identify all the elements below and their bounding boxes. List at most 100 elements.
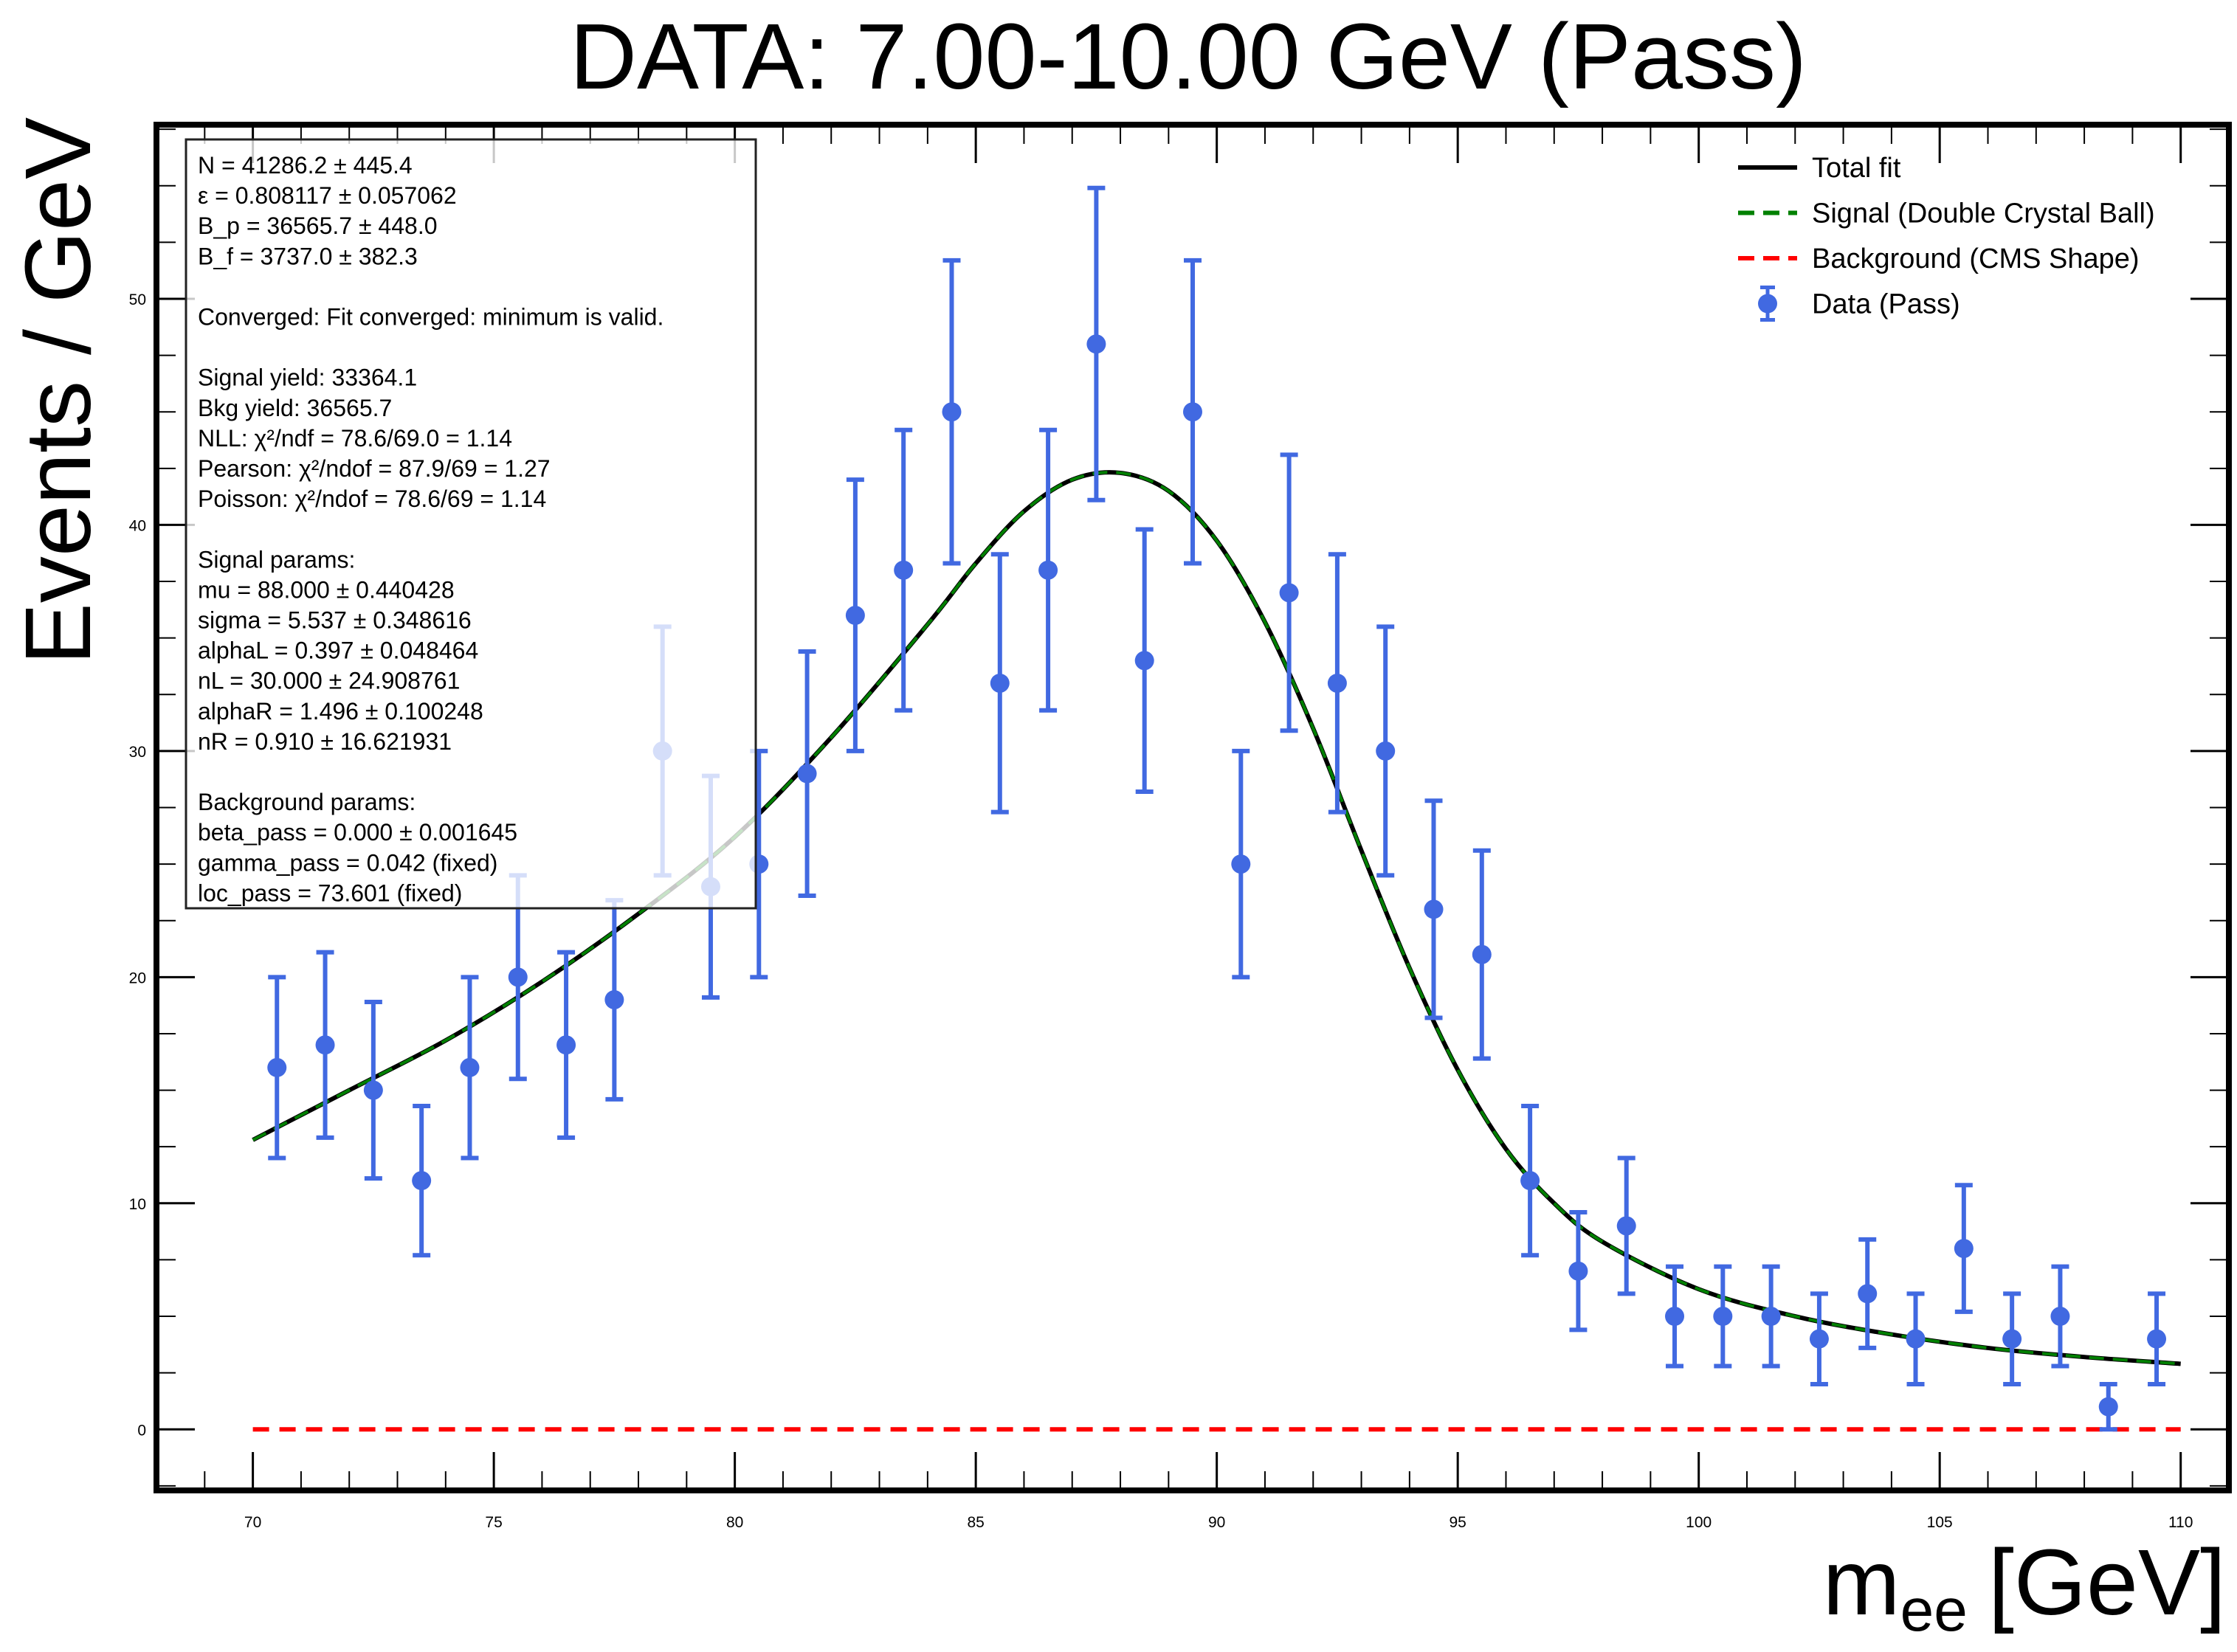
x-axis-label-sub: ee <box>1900 1577 1968 1644</box>
data-point <box>1086 185 1106 502</box>
x-axis-label-main: m <box>1823 1530 1900 1634</box>
chart-title: DATA: 7.00-10.00 GeV (Pass) <box>570 4 1807 108</box>
fit-stats-line: NLL: χ²/ndf = 78.6/69.0 = 1.14 <box>198 425 512 452</box>
data-point <box>2147 1291 2167 1386</box>
signal-fit-line <box>252 471 2181 1366</box>
data-point <box>1665 1264 1685 1369</box>
data-marker <box>894 560 914 580</box>
data-marker <box>1327 673 1347 693</box>
data-points <box>267 185 2167 1432</box>
y-axis-label: Events / GeV <box>6 117 110 665</box>
legend-label: Total fit <box>1812 153 1901 184</box>
data-marker <box>1761 1307 1781 1327</box>
data-marker <box>1086 334 1106 354</box>
legend-entry: Data (Pass) <box>1758 286 1960 322</box>
fit-stats-line: ε = 0.808117 ± 0.057062 <box>198 182 457 209</box>
y-tick-label: 40 <box>129 517 146 534</box>
fit-stats-line: Signal yield: 33364.1 <box>198 364 417 391</box>
data-marker <box>412 1171 432 1191</box>
fit-stats-line: nR = 0.910 ± 16.621931 <box>198 728 452 755</box>
data-marker <box>2050 1307 2070 1327</box>
x-axis-label: mee [GeV] <box>1823 1530 2226 1644</box>
data-marker <box>1424 899 1444 919</box>
data-marker <box>267 1057 287 1077</box>
data-point <box>990 552 1010 815</box>
fit-stats-line: Poisson: χ²/ndof = 78.6/69 = 1.14 <box>198 485 546 512</box>
data-point <box>942 258 962 566</box>
y-tick-label: 20 <box>129 970 146 986</box>
fit-stats-line: Pearson: χ²/ndof = 87.9/69 = 1.27 <box>198 455 551 482</box>
data-point <box>1858 1237 1878 1350</box>
y-tick-label: 10 <box>129 1196 146 1213</box>
y-tick-label: 0 <box>137 1422 146 1439</box>
fit-stats-line: beta_pass = 0.000 ± 0.001645 <box>198 819 517 846</box>
data-point <box>2098 1381 2118 1432</box>
x-tick-label: 105 <box>1927 1514 1953 1531</box>
data-marker <box>797 764 817 784</box>
data-point <box>1761 1264 1781 1369</box>
fit-stats-line: mu = 88.000 ± 0.440428 <box>198 576 455 603</box>
fit-stats-line: loc_pass = 73.601 (fixed) <box>198 879 462 906</box>
data-marker <box>1665 1307 1685 1327</box>
fit-stats-line: sigma = 5.537 ± 0.348616 <box>198 607 472 634</box>
data-marker <box>363 1080 383 1100</box>
legend-entry: Signal (Double Crystal Ball) <box>1738 198 2155 229</box>
data-marker <box>1713 1307 1733 1327</box>
data-marker <box>1134 651 1154 671</box>
data-point <box>1809 1291 1829 1386</box>
data-marker <box>1038 560 1058 580</box>
data-point <box>1616 1155 1636 1296</box>
legend-label: Data (Pass) <box>1812 289 1960 320</box>
data-point <box>1038 427 1058 713</box>
data-point <box>1906 1291 1926 1386</box>
y-tick-label: 50 <box>129 291 146 308</box>
legend-entry: Total fit <box>1738 153 1901 184</box>
x-tick-label: 100 <box>1686 1514 1712 1531</box>
data-marker <box>1906 1329 1926 1349</box>
x-tick-label: 85 <box>967 1514 984 1531</box>
data-marker <box>990 673 1010 693</box>
y-tick-label: 30 <box>129 744 146 761</box>
fit-stats-line: alphaR = 1.496 ± 0.100248 <box>198 698 483 725</box>
axis-tick-labels: 70 75 80 85 90 95 100 105 110 0 10 20 30 40 50 <box>129 291 2193 1531</box>
data-marker <box>845 606 865 626</box>
data-marker <box>1954 1239 1974 1259</box>
data-marker <box>1568 1261 1588 1281</box>
data-marker <box>315 1035 335 1055</box>
fit-stats-line: Background params: <box>198 789 416 815</box>
data-point <box>363 1000 383 1181</box>
data-marker <box>1472 944 1492 964</box>
legend-swatch-marker <box>1758 294 1777 314</box>
data-marker <box>1616 1216 1636 1236</box>
data-point <box>1520 1104 1540 1258</box>
x-tick-label: 90 <box>1208 1514 1225 1531</box>
data-point <box>1231 748 1251 980</box>
data-marker <box>2098 1397 2118 1417</box>
data-point <box>1279 452 1299 733</box>
data-marker <box>1520 1171 1540 1191</box>
data-marker <box>2002 1329 2022 1349</box>
legend-label: Signal (Double Crystal Ball) <box>1812 198 2155 229</box>
legend: Total fit Signal (Double Crystal Ball) Bac… <box>1738 153 2155 322</box>
data-marker <box>942 402 962 422</box>
x-tick-label: 70 <box>244 1514 261 1531</box>
data-point <box>556 950 576 1140</box>
data-marker <box>1231 854 1251 874</box>
fit-stats-line: Signal params: <box>198 546 355 573</box>
data-point <box>1327 552 1347 815</box>
fit-stats-line: nL = 30.000 ± 24.908761 <box>198 668 460 694</box>
data-marker <box>1279 583 1299 603</box>
x-tick-label: 110 <box>2168 1514 2193 1531</box>
x-tick-label: 75 <box>485 1514 502 1531</box>
data-point <box>315 950 335 1140</box>
legend-entry: Background (CMS Shape) <box>1738 243 2140 274</box>
fit-stats-line: Converged: Fit converged: minimum is val… <box>198 304 663 331</box>
data-point <box>797 649 817 899</box>
fit-stats-line: B_f = 3737.0 ± 382.3 <box>198 243 418 269</box>
data-marker <box>604 989 624 1009</box>
data-marker <box>460 1057 480 1077</box>
data-point <box>894 427 914 713</box>
x-tick-label: 80 <box>726 1514 743 1531</box>
fit-stats-line: gamma_pass = 0.042 (fixed) <box>198 849 497 876</box>
